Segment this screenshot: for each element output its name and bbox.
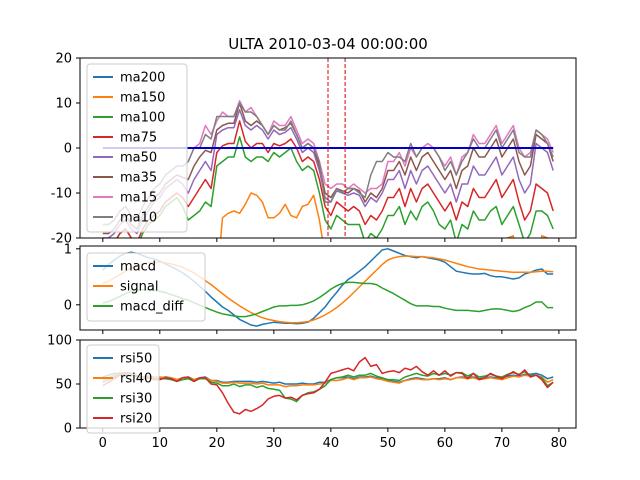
y-tick-label: 1 [64,242,72,257]
legend: macd signal macd_diff [86,252,206,322]
legend-label-ma150: ma150 [120,91,165,106]
y-tick-label: 0 [64,142,72,157]
legend-label-rsi30: rsi30 [120,392,152,407]
legend-label-ma35: ma35 [120,171,157,186]
legend-label-rsi50: rsi50 [120,352,152,367]
y-tick-label: -20 [51,232,72,247]
series-line-rsi30 [102,370,554,403]
x-tick-label: 20 [209,436,226,451]
x-tick-label: 40 [323,436,340,451]
legend: rsi50 rsi40 rsi30 rsi20 [86,344,160,434]
x-tick-label: 80 [551,436,568,451]
x-tick-label: 70 [494,436,511,451]
x-tick-label: 10 [152,436,169,451]
y-tick-label: 0 [64,298,72,313]
y-tick-label: 10 [55,97,72,112]
legend-label-ma15: ma15 [120,191,157,206]
x-tick-label: 50 [380,436,397,451]
x-tick-label: 30 [266,436,283,451]
y-tick-label: 20 [55,52,72,67]
legend-label-rsi40: rsi40 [120,372,152,387]
legend-box [86,344,160,434]
x-tick-label: 60 [437,436,454,451]
chart-title: ULTA 2010-03-04 00:00:00 [228,35,428,53]
legend-label-ma75: ma75 [120,131,157,146]
legend-label-ma100: ma100 [120,111,165,126]
y-tick-label: -10 [51,187,72,202]
legend-label-macd: macd [120,260,156,275]
plot-area [102,356,554,415]
y-tick-label: 100 [47,334,72,349]
macd-panel: 0 1 macd signal macd_diff [64,242,577,334]
legend-box [86,63,188,233]
y-tick-label: 0 [64,422,72,437]
x-tick-label: 0 [99,436,107,451]
legend: ma200 ma150 ma100 ma75 ma50 ma35 ma15 ma10 [86,63,188,233]
axes-frame [79,245,577,331]
y-tick-label: 50 [55,378,72,393]
legend-label-rsi20: rsi20 [120,412,152,427]
moving-average-panel: -20-1001020ma200ma150ma100ma75ma50ma35ma… [51,52,577,247]
legend-label-ma200: ma200 [120,71,165,86]
legend-label-macd_diff: macd_diff [120,300,184,315]
legend-box [86,252,206,322]
legend-label-ma50: ma50 [120,151,157,166]
legend-label-ma10: ma10 [120,211,157,226]
legend-label-signal: signal [120,280,158,295]
series-line-rsi20 [102,356,554,415]
